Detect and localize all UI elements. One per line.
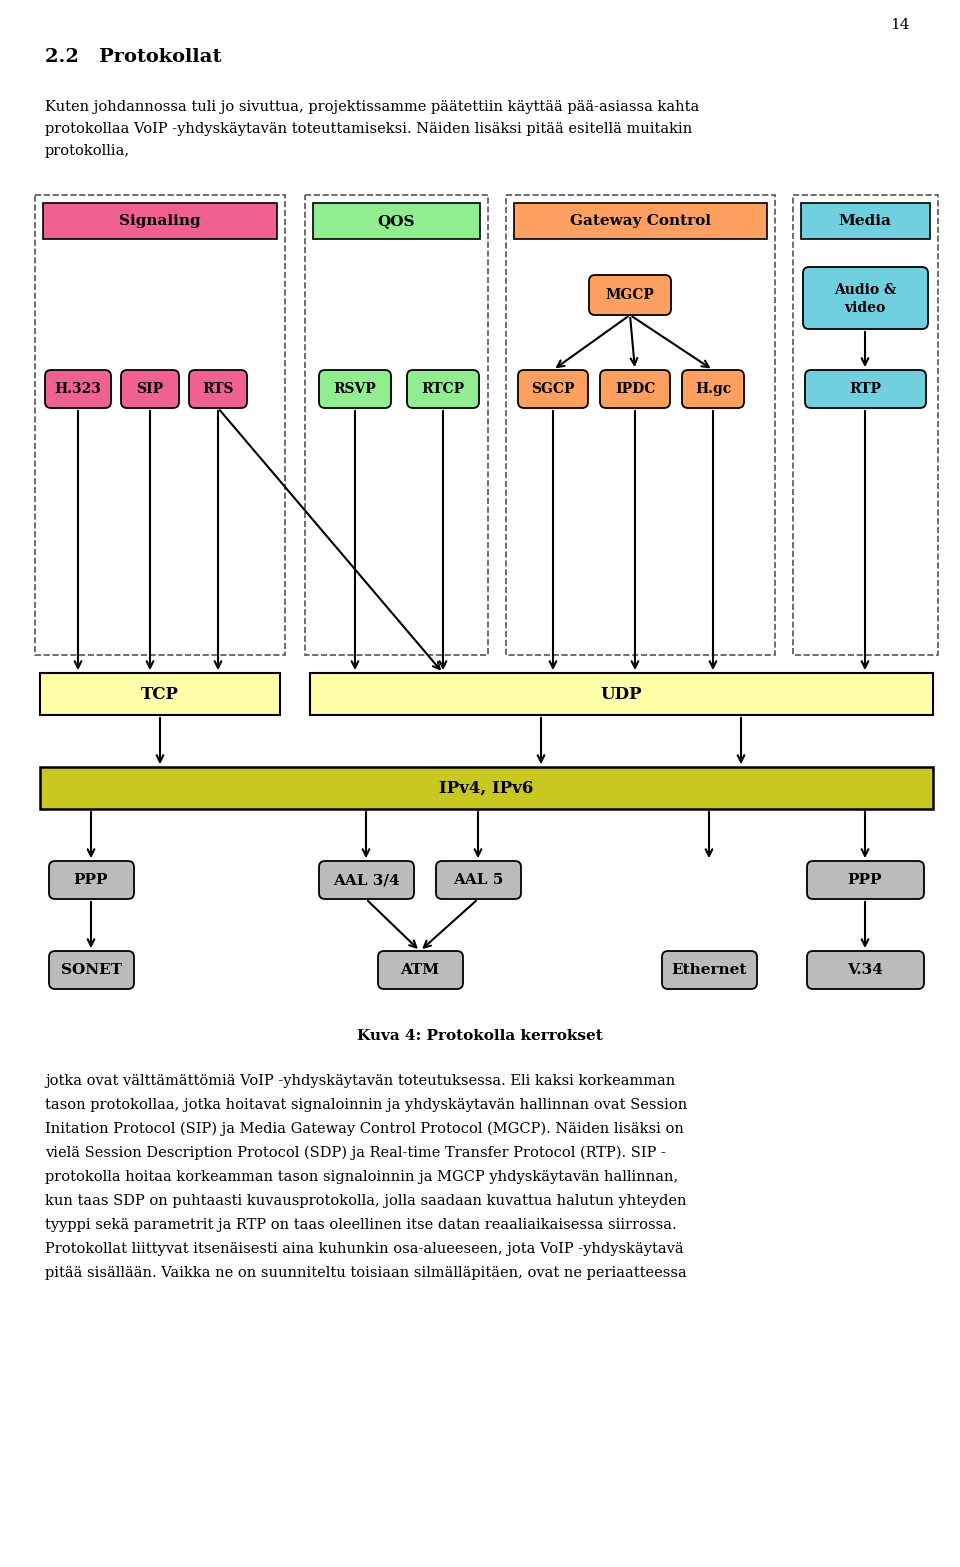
Text: Audio &: Audio &	[833, 284, 897, 298]
Bar	[40, 672, 280, 715]
FancyBboxPatch shape	[807, 951, 924, 989]
FancyBboxPatch shape	[662, 951, 757, 989]
FancyBboxPatch shape	[803, 266, 928, 329]
Text: Media: Media	[839, 215, 892, 229]
FancyBboxPatch shape	[319, 860, 414, 899]
Text: PPP: PPP	[848, 873, 882, 887]
Text: kun taas SDP on puhtaasti kuvausprotokolla, jolla saadaan kuvattua halutun yhtey: kun taas SDP on puhtaasti kuvausprotokol…	[45, 1194, 686, 1208]
FancyBboxPatch shape	[121, 370, 179, 407]
FancyBboxPatch shape	[518, 370, 588, 407]
Text: pitää sisällään. Vaikka ne on suunniteltu toisiaan silmälläpitäen, ovat ne peria: pitää sisällään. Vaikka ne on suunnitelt…	[45, 1266, 686, 1280]
Text: H.gc: H.gc	[695, 382, 732, 396]
Text: Initation Protocol (SIP) ja Media Gateway Control Protocol (MGCP). Näiden lisäks: Initation Protocol (SIP) ja Media Gatewa…	[45, 1122, 684, 1136]
FancyBboxPatch shape	[49, 951, 134, 989]
Bar	[793, 194, 938, 655]
FancyBboxPatch shape	[45, 370, 111, 407]
FancyBboxPatch shape	[378, 951, 463, 989]
Text: Gateway Control: Gateway Control	[569, 215, 710, 229]
Text: video: video	[845, 301, 886, 315]
Text: V.34: V.34	[847, 964, 883, 976]
Text: tason protokollaa, jotka hoitavat signaloinnin ja yhdyskäytavän hallinnan ovat S: tason protokollaa, jotka hoitavat signal…	[45, 1098, 687, 1113]
Bar	[35, 194, 285, 655]
FancyBboxPatch shape	[189, 370, 247, 407]
Text: SONET: SONET	[60, 964, 122, 976]
Text: SGCP: SGCP	[531, 382, 575, 396]
Bar	[310, 672, 933, 715]
FancyBboxPatch shape	[807, 860, 924, 899]
FancyBboxPatch shape	[589, 274, 671, 315]
Bar	[514, 204, 767, 240]
Text: QOS: QOS	[377, 215, 415, 229]
Text: RTS: RTS	[203, 382, 233, 396]
Text: H.323: H.323	[55, 382, 102, 396]
Bar	[506, 194, 775, 655]
Text: IPv4, IPv6: IPv4, IPv6	[439, 779, 533, 796]
Text: RTP: RTP	[849, 382, 881, 396]
Text: Kuva 4: Protokolla kerrokset: Kuva 4: Protokolla kerrokset	[357, 1030, 603, 1044]
Text: PPP: PPP	[74, 873, 108, 887]
Text: TCP: TCP	[141, 685, 179, 702]
FancyBboxPatch shape	[805, 370, 926, 407]
Text: jotka ovat välttämättömiä VoIP -yhdyskäytavän toteutuksessa. Eli kaksi korkeamma: jotka ovat välttämättömiä VoIP -yhdyskäy…	[45, 1073, 675, 1087]
Text: vielä Session Description Protocol (SDP) ja Real-time Transfer Protocol (RTP). S: vielä Session Description Protocol (SDP)…	[45, 1145, 666, 1161]
Text: protokollaa VoIP -yhdyskäytavän toteuttamiseksi. Näiden lisäksi pitää esitellä m: protokollaa VoIP -yhdyskäytavän toteutta…	[45, 122, 692, 136]
Text: tyyppi sekä parametrit ja RTP on taas oleellinen itse datan reaaliaikaisessa sii: tyyppi sekä parametrit ja RTP on taas ol…	[45, 1218, 677, 1232]
Text: protokollia,: protokollia,	[45, 144, 131, 158]
Bar	[40, 766, 933, 809]
Text: ATM: ATM	[400, 964, 440, 976]
Text: 2.2   Protokollat: 2.2 Protokollat	[45, 49, 222, 66]
Text: 14: 14	[890, 17, 910, 31]
FancyBboxPatch shape	[319, 370, 391, 407]
Text: AAL 3/4: AAL 3/4	[333, 873, 399, 887]
FancyBboxPatch shape	[600, 370, 670, 407]
Text: SIP: SIP	[136, 382, 163, 396]
Text: Kuten johdannossa tuli jo sivuttua, projektissamme päätettiin käyttää pää-asiass: Kuten johdannossa tuli jo sivuttua, proj…	[45, 100, 699, 114]
Bar	[801, 204, 930, 240]
Text: IPDC: IPDC	[614, 382, 655, 396]
Text: RTCP: RTCP	[421, 382, 465, 396]
Text: Ethernet: Ethernet	[671, 964, 747, 976]
Text: MGCP: MGCP	[606, 288, 655, 302]
Text: Signaling: Signaling	[119, 215, 201, 229]
Text: protokolla hoitaa korkeamman tason signaloinnin ja MGCP yhdyskäytavän hallinnan,: protokolla hoitaa korkeamman tason signa…	[45, 1171, 679, 1185]
FancyBboxPatch shape	[436, 860, 521, 899]
Text: UDP: UDP	[600, 685, 641, 702]
Bar	[43, 204, 277, 240]
FancyBboxPatch shape	[682, 370, 744, 407]
Bar	[313, 204, 480, 240]
Text: Protokollat liittyvat itsenäisesti aina kuhunkin osa-alueeseen, jota VoIP -yhdys: Protokollat liittyvat itsenäisesti aina …	[45, 1243, 684, 1257]
Text: AAL 5: AAL 5	[453, 873, 503, 887]
Bar	[305, 194, 488, 655]
FancyBboxPatch shape	[49, 860, 134, 899]
FancyBboxPatch shape	[407, 370, 479, 407]
Text: RSVP: RSVP	[334, 382, 376, 396]
